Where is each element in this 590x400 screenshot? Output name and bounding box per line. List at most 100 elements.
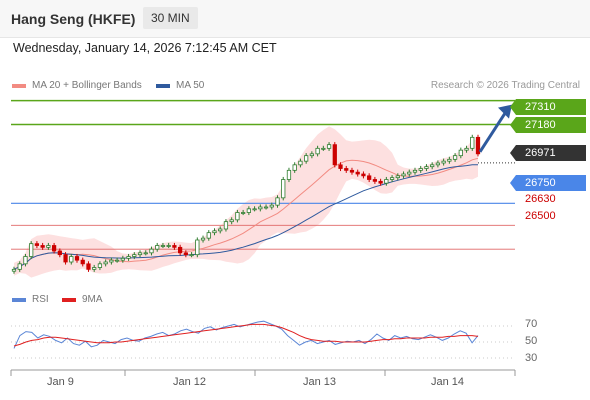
candle [304,153,309,164]
candle-body [458,149,463,157]
candle-body [143,252,148,255]
candle-body [86,263,91,270]
candle [424,164,429,172]
candle-body [304,155,309,162]
forecast-arrow-head [498,104,512,119]
rsi-panel [11,320,515,359]
candle [384,176,389,186]
candle-body [430,164,435,168]
timestamp: Wednesday, January 14, 2026 7:12:45 AM C… [13,41,277,55]
candle [269,202,274,210]
candle-body [80,259,85,265]
candle [137,250,143,258]
candle [355,169,360,177]
candle-body [23,256,28,265]
candle-body [160,245,166,247]
candle [395,173,400,181]
candle [189,252,194,258]
candle [263,204,269,210]
candle-body [114,259,120,262]
bollinger-label: MA 20 + Bollinger Bands [32,80,142,91]
candle [367,173,372,183]
candle-body [349,169,355,173]
candle [281,176,286,201]
candle [23,253,28,267]
legend-rsi: RSI [12,294,49,305]
candle [155,242,160,252]
candle [235,209,240,223]
candle [401,171,406,179]
candle [69,253,74,265]
candle-body [384,179,389,184]
forecast-arrow-shaft [478,110,508,153]
candle [149,246,154,256]
candle [212,228,217,236]
candle [80,257,85,267]
candle-body [200,237,206,241]
candle [241,209,246,216]
instrument-title: Hang Seng (HKFE) [11,11,136,27]
candle-body [338,164,343,169]
candle [326,142,332,151]
bollinger-band-fill [14,126,478,278]
candle-body [470,136,475,149]
candle-body [275,197,280,206]
candle-body [475,136,481,155]
candle [464,145,469,153]
candle [200,235,206,243]
candle [132,252,137,260]
candle-body [132,254,137,257]
candle-body [166,245,171,247]
candle [97,261,103,271]
candle [206,230,211,241]
candle-body [155,245,160,250]
candle [452,153,458,162]
rsi-label: RSI [32,294,49,305]
candle [109,257,114,265]
candle-body [51,245,57,252]
candle [418,165,423,173]
candle-body [11,268,17,272]
candle-body [424,166,429,169]
candle-body [149,248,154,254]
rsi-ma9-line [13,323,479,347]
candle [361,171,366,179]
candlesticks [11,134,481,274]
candle [63,252,68,265]
x-tick-jan14: Jan 14 [431,376,465,388]
bollinger-swatch [12,83,26,88]
candle [126,253,131,261]
candle-body [263,206,269,209]
rsi-tick-30: 30 [525,352,538,364]
candle [143,250,148,256]
ma50-line [13,164,478,270]
x-tick-jan13: Jan 13 [303,376,337,388]
price-levels [11,99,515,250]
candle-body [34,243,40,246]
candle [172,242,177,250]
rsi-tick-70: 70 [525,318,538,330]
candle [407,169,412,177]
candle [46,242,51,250]
candle-body [309,153,314,157]
candle-body [137,252,143,256]
candle [29,241,34,260]
candle-body [286,169,292,180]
legend-bollinger: MA 20 + Bollinger Bands [12,80,142,91]
candle-body [218,228,223,232]
candle [17,261,22,272]
candle [349,167,355,175]
candle-body [97,263,103,268]
candle-body [401,173,406,177]
interval-badge[interactable]: 30 MIN [143,7,198,29]
candle [120,255,125,263]
candle [315,145,320,157]
candle [166,242,171,249]
candle [57,248,62,258]
candle-body [378,180,383,184]
copyright-notice: Research © 2026 Trading Central [430,80,580,91]
candle [321,145,326,151]
candle-body [292,164,297,171]
candle-body [212,230,217,234]
candle-body [418,168,423,171]
